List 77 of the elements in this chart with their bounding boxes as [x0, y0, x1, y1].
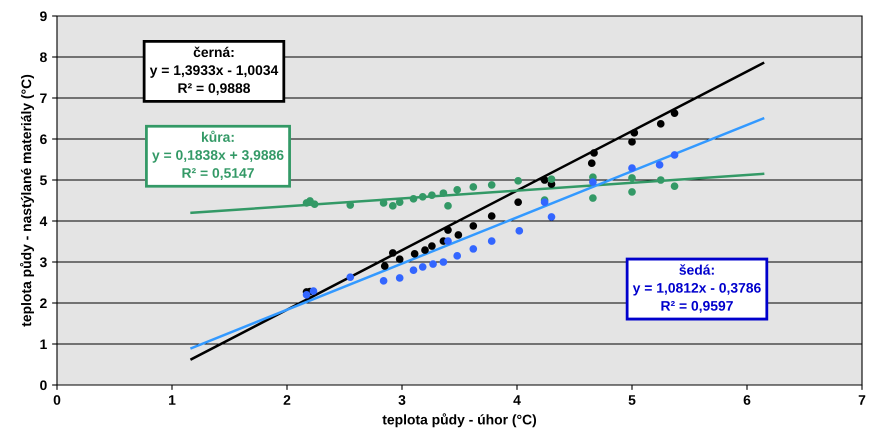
y-tick-label: 9	[40, 11, 47, 22]
point	[630, 129, 638, 137]
point	[488, 181, 496, 189]
y-tick-label: 4	[40, 216, 48, 226]
point	[428, 191, 436, 199]
y-tick-label: 0	[40, 380, 47, 390]
point	[628, 188, 636, 196]
point	[380, 262, 389, 270]
point	[670, 151, 678, 159]
point	[469, 245, 478, 253]
point	[515, 227, 524, 235]
point	[388, 202, 397, 210]
x-axis-title: teplota půdy - úhor (°C)	[382, 413, 536, 428]
annotation: šedá: y = 1,0812x - 0,3786 R² = 0,9597	[632, 264, 761, 313]
x-tick-label: 2	[284, 395, 290, 405]
point	[310, 200, 318, 208]
point	[469, 222, 478, 230]
point	[540, 176, 548, 184]
point	[440, 189, 448, 197]
x-tick-label: 6	[744, 395, 750, 405]
point	[514, 177, 522, 185]
point	[440, 258, 448, 266]
point	[410, 266, 418, 274]
y-tick-label: 7	[40, 93, 47, 104]
point	[396, 274, 404, 282]
x-tick-label: 1	[169, 395, 176, 405]
point	[453, 186, 462, 194]
point	[628, 164, 636, 172]
point	[421, 246, 429, 254]
point	[548, 213, 556, 221]
point	[444, 237, 452, 245]
point	[396, 255, 404, 263]
point	[488, 212, 496, 220]
x-tick-label: 0	[54, 395, 60, 405]
point	[590, 149, 598, 157]
point	[444, 226, 452, 234]
point	[656, 161, 664, 169]
point	[514, 198, 522, 206]
y-tick-label: 3	[40, 257, 47, 268]
point	[454, 231, 462, 239]
point	[628, 138, 636, 146]
point	[388, 249, 397, 257]
y-tick-label: 8	[40, 52, 47, 62]
point	[380, 277, 388, 285]
point	[428, 242, 436, 250]
x-tick-label: 5	[628, 395, 636, 405]
point	[310, 287, 318, 295]
annotation: kůra: y = 0,1838x + 3,9886 R² = 0,5147	[152, 130, 284, 180]
point	[670, 182, 678, 190]
point	[656, 176, 665, 184]
point	[410, 250, 418, 258]
point	[453, 252, 462, 260]
point	[429, 260, 437, 268]
y-tick-label: 2	[40, 298, 47, 308]
point	[488, 237, 496, 245]
point	[589, 178, 597, 186]
point	[418, 263, 427, 271]
y-axis-title: teplota půdy - nastýlané materiály (°C)	[20, 74, 34, 327]
x-tick-label: 7	[858, 395, 866, 405]
point	[302, 290, 310, 299]
point	[670, 109, 678, 117]
y-tick-label: 5	[40, 175, 47, 186]
point	[346, 273, 354, 281]
point	[444, 202, 452, 210]
point	[548, 175, 556, 183]
point	[418, 193, 427, 201]
x-tick-label: 3	[398, 395, 406, 405]
point	[628, 174, 636, 182]
y-tick-label: 1	[40, 339, 47, 350]
y-tick-label: 6	[40, 134, 47, 144]
point	[656, 120, 665, 128]
point	[410, 195, 418, 203]
point	[469, 183, 478, 191]
x-tick-label: 4	[513, 395, 521, 405]
annotation: černá: y = 1,3933x - 1,0034 R² = 0,9888	[150, 46, 278, 96]
point	[588, 159, 596, 167]
point	[589, 194, 597, 202]
